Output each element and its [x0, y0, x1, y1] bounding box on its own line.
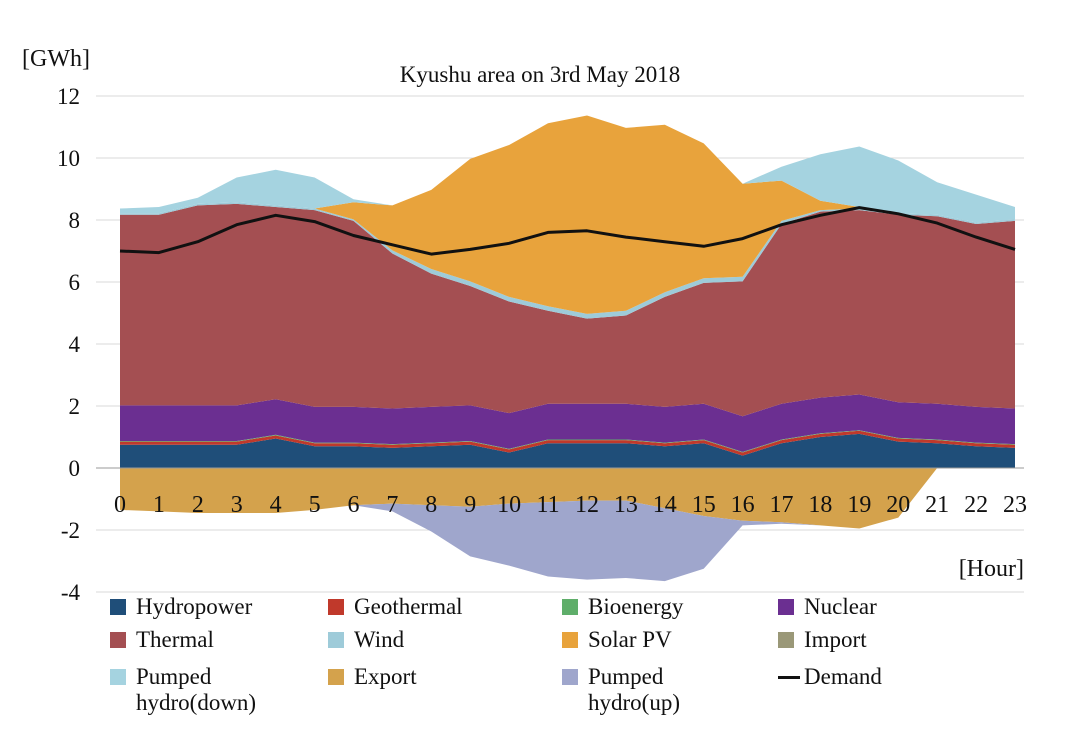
- line-demand: [119, 206, 1016, 256]
- legend-label: Wind: [354, 627, 405, 652]
- area-pumped-hydro-up: [120, 468, 1015, 582]
- x-tick-label: 20: [886, 492, 910, 518]
- x-tick-label: 9: [464, 492, 476, 518]
- legend-label: Thermal: [136, 627, 214, 652]
- area-thermal: [120, 203, 1015, 417]
- x-tick-label: 3: [231, 492, 243, 518]
- y-tick-label: 6: [69, 270, 81, 295]
- x-tick-label: 1: [153, 492, 165, 518]
- legend-swatch: [778, 632, 794, 648]
- area-nuclear: [120, 394, 1015, 452]
- x-tick-label: 16: [731, 492, 755, 518]
- x-tick-label: 5: [309, 492, 321, 518]
- y-tick-label: 10: [57, 146, 80, 171]
- y-tick-label: 2: [69, 394, 81, 419]
- legend-label: Nuclear: [804, 594, 877, 619]
- x-tick-label: 13: [614, 492, 638, 518]
- y-tick-label: 12: [57, 84, 80, 109]
- legend-label: Geothermal: [354, 594, 463, 619]
- legend-label: Bioenergy: [588, 594, 684, 619]
- legend-label: Pumped hydro(down): [136, 664, 257, 715]
- x-tick-label: 23: [1003, 492, 1027, 518]
- x-tick-label: 19: [847, 492, 871, 518]
- legend-label: Export: [354, 664, 417, 689]
- x-tick-label: 4: [270, 492, 282, 518]
- area-geothermal: [120, 430, 1015, 456]
- x-tick-label: 2: [192, 492, 204, 518]
- legend-line: [778, 676, 800, 679]
- legend-swatch: [778, 599, 794, 615]
- legend-label: Demand: [804, 664, 882, 689]
- legend-swatch: [328, 632, 344, 648]
- y-tick-label: 0: [69, 456, 81, 481]
- x-tick-label: 15: [692, 492, 716, 518]
- y-axis-label: [GWh]: [22, 46, 90, 72]
- y-tick-label: -2: [61, 518, 80, 543]
- area-pumped-hydro-down: [120, 115, 1015, 223]
- area-solar-pv: [120, 115, 1015, 314]
- x-tick-label: 12: [575, 492, 599, 518]
- legend-swatch: [562, 669, 578, 685]
- area-series: [120, 115, 1015, 582]
- x-tick-label: 6: [347, 492, 359, 518]
- legend-swatch: [110, 669, 126, 685]
- legend-label: Solar PV: [588, 627, 672, 652]
- legend-label: Pumped hydro(up): [588, 664, 680, 715]
- legend-swatch: [110, 632, 126, 648]
- legend-label: Import: [804, 627, 867, 652]
- x-tick-label: 11: [536, 492, 559, 518]
- x-tick-label: 8: [425, 492, 437, 518]
- x-tick-label: 7: [386, 492, 398, 518]
- x-tick-label: 17: [770, 492, 794, 518]
- legend-label: Hydropower: [136, 594, 253, 619]
- y-tick-label: 8: [69, 208, 81, 233]
- legend-swatch: [562, 632, 578, 648]
- area-hydropower: [120, 433, 1015, 468]
- legend-swatch: [328, 599, 344, 615]
- line-series: [119, 206, 1016, 256]
- x-tick-label: 22: [964, 492, 988, 518]
- area-export: [120, 468, 1015, 529]
- chart-title: Kyushu area on 3rd May 2018: [400, 62, 680, 87]
- x-axis-label: [Hour]: [959, 556, 1024, 582]
- x-tick-label: 14: [653, 492, 677, 518]
- legend-swatch: [110, 599, 126, 615]
- y-tick-label: -4: [61, 580, 81, 605]
- legend-swatch: [328, 669, 344, 685]
- y-tick-label: 4: [69, 332, 81, 357]
- x-tick-label: 0: [114, 492, 126, 518]
- x-tick-label: 21: [925, 492, 949, 518]
- legend-swatch: [562, 599, 578, 615]
- x-tick-label: 10: [497, 492, 521, 518]
- x-tick-label: 18: [808, 492, 832, 518]
